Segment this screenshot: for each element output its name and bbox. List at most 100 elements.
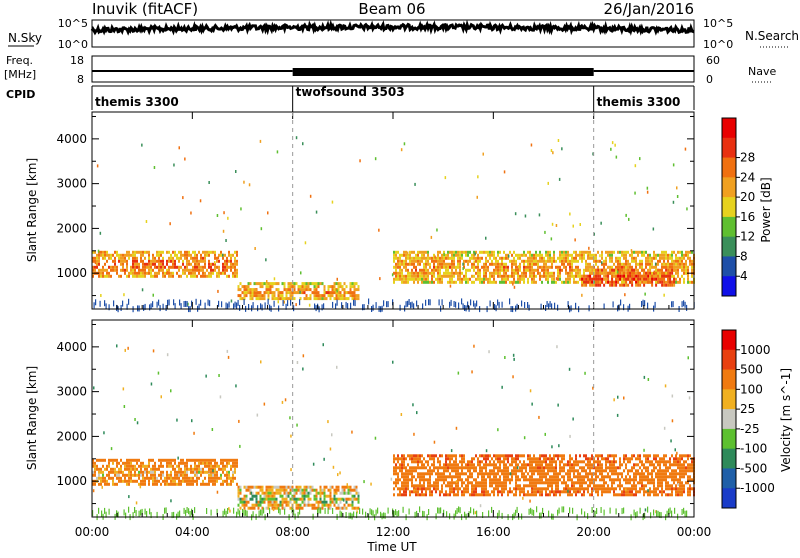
echo-cell-0	[190, 459, 192, 462]
echo-cell-1	[250, 282, 252, 285]
echo-cell-1	[244, 498, 246, 501]
echo-cell-2	[567, 257, 569, 260]
echo-cell-2	[533, 484, 535, 487]
echo-cell-2	[685, 454, 687, 457]
echo-cell-2	[553, 469, 555, 472]
echo-cell-0	[150, 266, 152, 269]
echo-cell-2	[443, 260, 445, 263]
echo-cell-2	[459, 487, 461, 490]
echo-cell-0	[160, 260, 162, 263]
echo-cell-2	[433, 269, 435, 272]
echo-cell-2	[649, 454, 651, 457]
echo-cell-1	[324, 498, 326, 501]
echo-cell-0	[212, 272, 214, 275]
echo-cell-2	[579, 275, 581, 278]
echo-cell-2	[409, 257, 411, 260]
echo-cell-1	[326, 504, 328, 507]
echo-cell-1	[342, 297, 344, 300]
echo-cell-2	[625, 275, 627, 278]
echo-cell-2	[485, 454, 487, 457]
echo-cell-2	[557, 478, 559, 481]
echo-cell-0	[130, 474, 132, 477]
echo-scatter	[612, 141, 614, 144]
echo-cell-2	[517, 254, 519, 257]
echo-cell-3	[657, 269, 659, 272]
echo-cell-2	[673, 463, 675, 466]
echo-cell-2	[401, 254, 403, 257]
echo-cell-2	[541, 269, 543, 272]
echo-cell-2	[657, 478, 659, 481]
echo-cell-1	[246, 498, 248, 501]
echo-cell-0	[172, 480, 174, 483]
echo-cell-2	[437, 481, 439, 484]
echo-cell-2	[665, 481, 667, 484]
echo-cell-2	[449, 484, 451, 487]
echo-ground-scatter	[274, 301, 275, 307]
echo-scatter	[218, 374, 220, 377]
echo-cell-2	[565, 481, 567, 484]
echo-ground-scatter	[346, 302, 347, 308]
echo-cell-3	[607, 275, 609, 278]
echo-cell-2	[419, 466, 421, 469]
echo-cell-0	[154, 263, 156, 266]
echo-cell-2	[539, 493, 541, 496]
echo-cell-1	[282, 498, 284, 501]
echo-cell-2	[545, 493, 547, 496]
echo-cell-2	[479, 251, 481, 254]
echo-cell-0	[204, 275, 206, 278]
echo-cell-2	[481, 475, 483, 478]
echo-cell-2	[511, 269, 513, 272]
echo-cell-2	[645, 263, 647, 266]
echo-cell-1	[346, 291, 348, 294]
echo-cell-2	[535, 481, 537, 484]
echo-cell-2	[505, 466, 507, 469]
echo-cell-2	[483, 481, 485, 484]
echo-cell-2	[645, 257, 647, 260]
echo-cell-2	[569, 463, 571, 466]
echo-scatter	[223, 211, 225, 214]
echo-cell-1	[334, 285, 336, 288]
echo-cell-1	[316, 282, 318, 285]
echo-cell-0	[232, 474, 234, 477]
echo-cell-2	[483, 457, 485, 460]
echo-cell-2	[479, 460, 481, 463]
echo-cell-1	[314, 291, 316, 294]
echo-cell-2	[563, 490, 565, 493]
echo-cell-2	[657, 487, 659, 490]
echo-cell-2	[627, 251, 629, 254]
echo-cell-2	[445, 490, 447, 493]
echo-cell-2	[507, 275, 509, 278]
echo-cell-2	[607, 475, 609, 478]
echo-cell-2	[435, 481, 437, 484]
echo-cell-0	[104, 275, 106, 278]
echo-cell-0	[104, 483, 106, 486]
echo-cell-1	[314, 297, 316, 300]
echo-cell-0	[114, 471, 116, 474]
echo-cell-2	[499, 484, 501, 487]
echo-cell-1	[358, 294, 360, 297]
echo-cell-2	[613, 463, 615, 466]
echo-cell-2	[499, 466, 501, 469]
echo-cell-0	[166, 462, 168, 465]
echo-cell-2	[633, 493, 635, 496]
echo-cell-2	[557, 457, 559, 460]
echo-cell-1	[286, 297, 288, 300]
echo-scatter	[617, 270, 619, 273]
echo-cell-3	[597, 281, 599, 284]
echo-cell-0	[120, 477, 122, 480]
echo-cell-2	[655, 275, 657, 278]
echo-cell-2	[493, 481, 495, 484]
echo-cell-2	[553, 281, 555, 284]
echo-ground-scatter	[386, 301, 387, 307]
echo-cell-2	[415, 266, 417, 269]
echo-cell-1	[336, 507, 338, 510]
echo-cell-0	[216, 465, 218, 468]
echo-cell-1	[352, 495, 354, 498]
echo-cell-2	[563, 475, 565, 478]
echo-cell-3	[637, 275, 639, 278]
echo-cell-0	[234, 471, 236, 474]
echo-cell-0	[96, 257, 98, 260]
echo-cell-2	[447, 484, 449, 487]
echo-cell-0	[170, 462, 172, 465]
echo-cell-3	[647, 272, 649, 275]
